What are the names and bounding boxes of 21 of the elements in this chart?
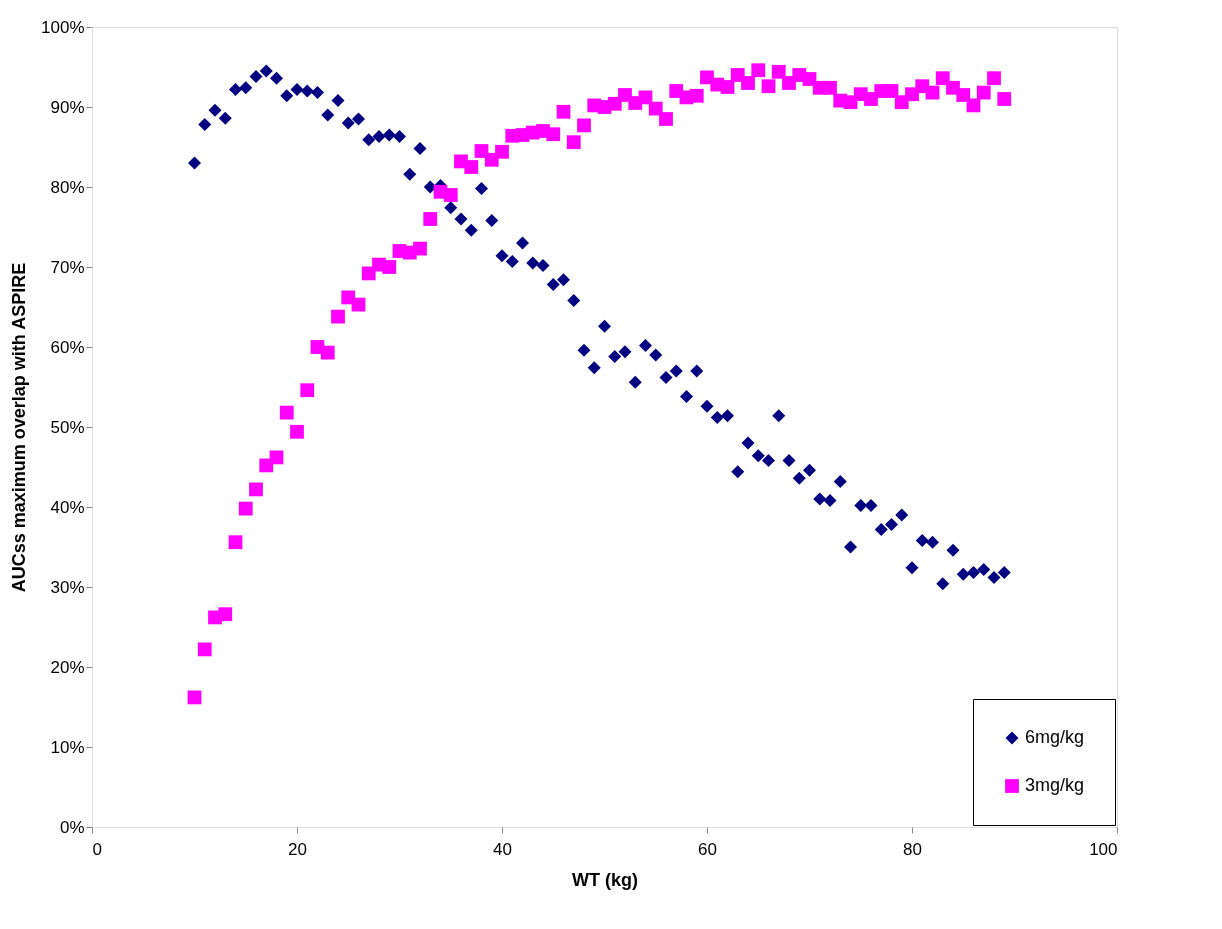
x-tick-label: 60 xyxy=(698,839,717,859)
x-tick-label: 40 xyxy=(493,839,512,859)
x-tick-label: 20 xyxy=(288,839,307,859)
y-tick-label: 40% xyxy=(50,497,85,517)
y-tick-label: 0% xyxy=(59,817,85,837)
y-tick-label: 50% xyxy=(50,417,85,437)
x-tick-label: 0 xyxy=(92,839,102,859)
y-tick-label: 10% xyxy=(50,737,85,757)
y-tick-label: 90% xyxy=(50,97,85,117)
x-tick-label: 80 xyxy=(903,839,922,859)
y-tick-label: 60% xyxy=(50,337,85,357)
x-tick-label: 100 xyxy=(1089,839,1118,859)
legend-label: 3mg/kg xyxy=(1025,775,1085,795)
y-tick-label: 100% xyxy=(41,17,85,37)
y-tick-label: 70% xyxy=(50,257,85,277)
y-tick-label: 20% xyxy=(50,657,85,677)
y-tick-label: 30% xyxy=(50,577,85,597)
y-tick-label: 80% xyxy=(50,177,85,197)
legend-label: 6mg/kg xyxy=(1025,727,1085,747)
y-axis-title: AUCss maximum overlap with ASPIRE xyxy=(9,262,30,593)
x-axis-title: WT (kg) xyxy=(572,869,638,890)
